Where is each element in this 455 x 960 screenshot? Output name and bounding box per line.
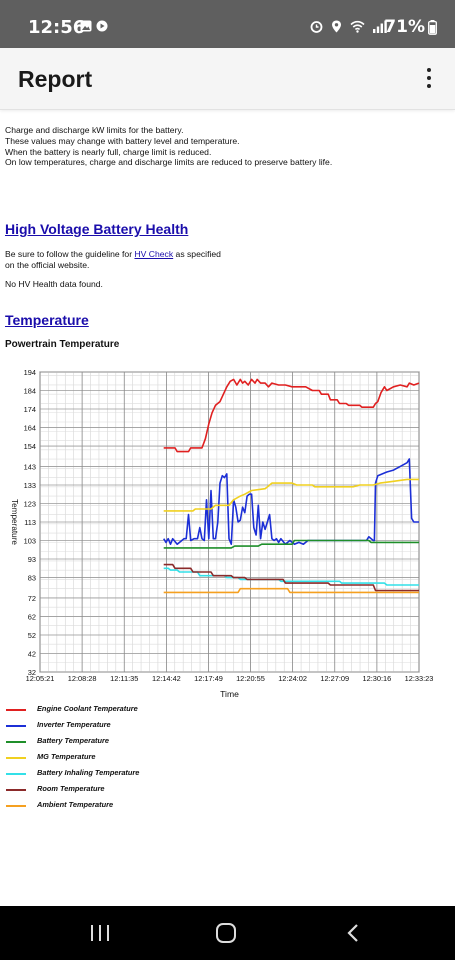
more-vert-icon-dot <box>427 84 431 88</box>
y-tick-label: 164 <box>24 424 36 433</box>
overflow-menu-button[interactable] <box>417 66 441 92</box>
recent-apps-icon <box>91 925 109 941</box>
y-tick-label: 62 <box>28 612 36 621</box>
signal-icon <box>373 20 387 33</box>
x-tick-label: 12:14:42 <box>152 674 181 683</box>
y-axis-title: Temperature <box>10 499 19 545</box>
x-tick-label: 12:30:16 <box>362 674 391 683</box>
y-tick-label: 194 <box>24 368 36 377</box>
location-icon <box>332 20 341 33</box>
legend-item-engine-coolant-temperature: Engine Coolant Temperature <box>6 703 206 719</box>
back-button[interactable] <box>342 922 366 944</box>
legend-swatch <box>6 709 26 711</box>
x-tick-label: 12:20:55 <box>236 674 265 683</box>
x-tick-label: 12:27:09 <box>320 674 349 683</box>
description-block: Charge and discharge kW limits for the b… <box>5 125 450 168</box>
status-time: 12:56 <box>28 17 86 38</box>
y-tick-label: 113 <box>24 518 36 527</box>
legend-label: Ambient Temperature <box>37 800 114 809</box>
temperature-chart: 194 184 174 164 154 143 133 123 113 103 93 83 72 62 52… <box>0 360 455 700</box>
legend-swatch <box>6 805 26 807</box>
legend-item-battery-temperature: Battery Temperature <box>6 735 206 751</box>
hv-check-link[interactable]: HV Check <box>134 249 174 259</box>
y-tick-label: 123 <box>24 499 36 508</box>
y-tick-label: 184 <box>24 387 36 396</box>
wifi-icon <box>350 20 365 33</box>
legend-label: Battery Inhaling Temperature <box>37 768 140 777</box>
more-vert-icon-dot <box>427 76 431 80</box>
powertrain-temperature-heading: Powertrain Temperature <box>5 339 120 350</box>
recent-apps-button[interactable] <box>88 922 112 944</box>
chart-legend: Engine Coolant Temperature Inverter Tempe… <box>6 703 206 815</box>
home-icon <box>216 923 236 943</box>
series-line-engine-coolant-temperature <box>163 378 420 453</box>
y-tick-label: 174 <box>24 405 36 414</box>
legend-swatch <box>6 741 26 743</box>
y-tick-label: 42 <box>28 649 36 658</box>
y-tick-label: 143 <box>24 462 36 471</box>
back-icon <box>347 924 358 942</box>
play-icon <box>96 20 108 32</box>
legend-label: Room Temperature <box>37 784 105 793</box>
legend-label: Engine Coolant Temperature <box>37 704 138 713</box>
legend-swatch <box>6 757 26 759</box>
hv-guideline-text: Be sure to follow the guideline for HV C… <box>5 249 225 271</box>
series-line-room-temperature <box>163 563 419 592</box>
legend-item-mg-temperature: MG Temperature <box>6 751 206 767</box>
x-axis-title: Time <box>220 689 239 699</box>
x-tick-label: 12:08:28 <box>68 674 97 683</box>
notification-icons <box>80 20 108 32</box>
x-tick-label: 12:24:02 <box>278 674 307 683</box>
series-line-mg-temperature <box>163 478 419 512</box>
y-tick-label: 133 <box>24 481 36 490</box>
hv-guideline-prefix: Be sure to follow the guideline for <box>5 249 135 259</box>
x-tick-label: 12:05:21 <box>26 674 55 683</box>
alarm-icon <box>310 21 323 33</box>
legend-item-inverter-temperature: Inverter Temperature <box>6 719 206 735</box>
y-tick-label: 72 <box>28 594 36 603</box>
legend-swatch <box>6 773 26 775</box>
x-tick-label: 12:33:23 <box>405 674 434 683</box>
legend-item-ambient-temperature: Ambient Temperature <box>6 799 206 815</box>
y-tick-label: 32 <box>28 668 36 677</box>
series-line-inverter-temperature <box>163 458 419 545</box>
description-line: On low temperatures, charge and discharg… <box>5 157 333 168</box>
more-vert-icon <box>427 68 431 72</box>
y-tick-label: 83 <box>28 574 36 583</box>
x-tick-label: 12:17:49 <box>194 674 223 683</box>
system-icons <box>310 20 387 33</box>
y-tick-label: 103 <box>24 537 36 546</box>
legend-swatch <box>6 789 26 791</box>
description-line: Charge and discharge kW limits for the b… <box>5 125 184 135</box>
status-bar: 12:56 71% <box>0 0 455 48</box>
battery-status: 71% <box>384 17 437 37</box>
home-button[interactable] <box>214 922 238 944</box>
legend-label: Battery Temperature <box>37 736 110 745</box>
y-tick-label: 93 <box>28 555 36 564</box>
temperature-chart-svg: 194 184 174 164 154 143 133 123 113 103 93 83 72 62 52… <box>10 368 434 699</box>
y-tick-label: 52 <box>28 631 36 640</box>
x-tick-label: 12:11:35 <box>110 674 138 683</box>
description-line: When the battery is nearly full, charge … <box>5 146 212 157</box>
legend-item-room-temperature: Room Temperature <box>6 783 206 799</box>
legend-label: MG Temperature <box>37 752 96 761</box>
legend-swatch <box>6 725 26 727</box>
description-line: These values may change with battery lev… <box>5 135 240 146</box>
page-title: Report <box>18 66 93 92</box>
hv-guideline-suffix: as specified on the official website. <box>5 249 221 270</box>
y-tick-label: 154 <box>24 442 36 451</box>
series-line-ambient-temperature <box>163 587 419 594</box>
navigation-bar <box>0 906 455 960</box>
legend-item-battery-inhaling-temperature: Battery Inhaling Temperature <box>6 767 206 783</box>
app-bar: Report <box>0 48 455 110</box>
temperature-link[interactable]: Temperature <box>5 312 89 328</box>
battery-icon <box>428 19 437 35</box>
legend-label: Inverter Temperature <box>37 720 111 729</box>
hv-battery-health-link[interactable]: High Voltage Battery Health <box>5 221 189 237</box>
battery-percent: 71% <box>384 17 425 37</box>
series-line-battery-temperature <box>163 539 419 549</box>
hv-no-data-text: No HV Health data found. <box>5 279 103 289</box>
gallery-icon <box>80 20 92 32</box>
